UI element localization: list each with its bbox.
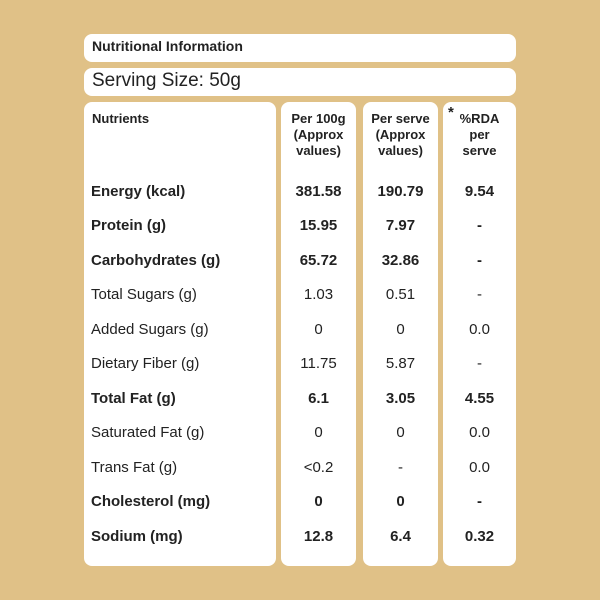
- nutrient-name: Carbohydrates (g): [91, 251, 221, 269]
- per100g-value: 12.8: [303, 527, 334, 545]
- rda-value: 0.0: [469, 458, 490, 476]
- nutrient-name: Protein (g): [91, 217, 166, 235]
- nutrients-rows: Energy (kcal) Protein (g) Carbohydrates (g…: [84, 174, 276, 554]
- nutrients-header: Nutrients: [92, 111, 276, 127]
- perserve-value: 32.86: [381, 251, 420, 269]
- per100g-value: 15.95: [299, 217, 338, 235]
- nutrient-name: Total Fat (g): [91, 389, 176, 407]
- nutrient-name: Added Sugars (g): [91, 320, 209, 338]
- per100g-value: 0: [314, 320, 323, 338]
- perserve-header: Per serve (Approx values): [363, 111, 438, 159]
- nutrient-name: Saturated Fat (g): [91, 424, 205, 442]
- rda-header-line-2: per: [469, 127, 490, 142]
- nutrients-header-label: Nutrients: [92, 111, 150, 126]
- nutrient-name: Sodium (mg): [91, 527, 183, 545]
- per100g-header-line-2: (Approx: [293, 127, 344, 142]
- perserve-value: 0: [396, 320, 405, 338]
- perserve-rows: 190.79 7.97 32.86 0.51 0 5.87 3.05 0 - 0 6.4: [363, 174, 438, 554]
- per100g-column: Per 100g (Approx values) 381.58 15.95 65.7…: [281, 102, 356, 566]
- per100g-value: 381.58: [295, 182, 342, 200]
- serving-size: Serving Size: 50g: [92, 70, 241, 91]
- per100g-header-line-1: Per 100g: [291, 111, 346, 126]
- rda-value: -: [477, 217, 482, 235]
- rda-header: * %RDA per serve: [443, 105, 516, 159]
- rda-value: 9.54: [464, 182, 495, 200]
- per100g-value: 65.72: [299, 251, 338, 269]
- perserve-header-line-3: values): [378, 143, 423, 158]
- serving-size-card: Serving Size: 50g: [84, 68, 516, 96]
- nutrient-name: Dietary Fiber (g): [91, 355, 200, 373]
- perserve-value: 190.79: [377, 182, 424, 200]
- perserve-column: Per serve (Approx values) 190.79 7.97 32.8…: [363, 102, 438, 566]
- rda-header-line-1: %RDA: [459, 111, 500, 126]
- rda-value: 0.0: [469, 424, 490, 442]
- page-title: Nutritional Information: [92, 38, 243, 54]
- rda-column: * %RDA per serve 9.54 - - - 0.0 - 4.55 0.0 0.0 - 0…: [443, 102, 516, 566]
- per100g-value: 0: [314, 424, 323, 442]
- perserve-value: 7.97: [385, 217, 416, 235]
- per100g-value: 6.1: [308, 389, 329, 407]
- per100g-value: 0: [314, 493, 323, 511]
- per100g-value: 11.75: [300, 355, 337, 373]
- rda-value: -: [477, 286, 482, 304]
- nutrient-name: Energy (kcal): [91, 182, 186, 200]
- title-card: Nutritional Information: [84, 34, 516, 62]
- rda-value: -: [477, 355, 482, 373]
- per100g-header: Per 100g (Approx values): [281, 111, 356, 159]
- nutrient-name: Cholesterol (mg): [91, 493, 211, 511]
- nutrient-name: Trans Fat (g): [91, 458, 178, 476]
- perserve-value: 0: [396, 424, 405, 442]
- rda-value: 4.55: [464, 389, 495, 407]
- perserve-value: -: [398, 458, 403, 476]
- perserve-header-line-2: (Approx: [375, 127, 426, 142]
- perserve-value: 0: [396, 493, 405, 511]
- rda-rows: 9.54 - - - 0.0 - 4.55 0.0 0.0 - 0.32: [443, 174, 516, 554]
- perserve-value: 5.87: [385, 355, 416, 373]
- perserve-header-line-1: Per serve: [371, 111, 430, 126]
- rda-asterisk: *: [448, 104, 454, 121]
- nutrient-name: Total Sugars (g): [91, 286, 197, 304]
- per100g-value: <0.2: [303, 458, 334, 476]
- rda-value: 0.32: [464, 527, 495, 545]
- perserve-value: 6.4: [390, 527, 411, 545]
- rda-value: 0.0: [469, 320, 490, 338]
- rda-value: -: [477, 251, 482, 269]
- per100g-rows: 381.58 15.95 65.72 1.03 0 11.75 6.1 0 <0.2 0 12.8: [281, 174, 356, 554]
- perserve-value: 0.51: [385, 286, 416, 304]
- perserve-value: 3.05: [385, 389, 416, 407]
- rda-header-line-3: serve: [462, 143, 497, 158]
- per100g-header-line-3: values): [296, 143, 341, 158]
- rda-value: -: [477, 493, 482, 511]
- per100g-value: 1.03: [303, 286, 334, 304]
- nutrients-column: Nutrients Energy (kcal) Protein (g) Carboh…: [84, 102, 276, 566]
